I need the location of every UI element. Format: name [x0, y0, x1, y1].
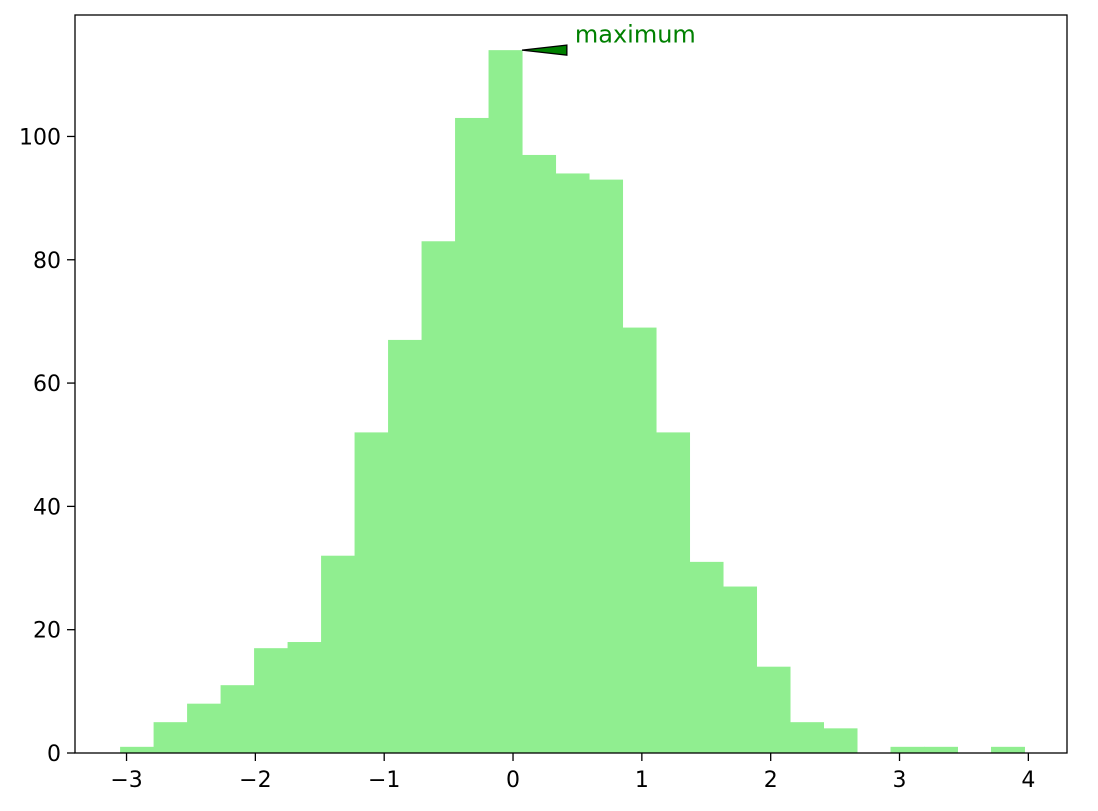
histogram-bar [120, 746, 155, 753]
histogram-bar [455, 117, 490, 753]
y-tick-label: 100 [19, 125, 61, 150]
x-tick-label: 2 [764, 768, 778, 793]
y-axis: 0 20 40 60 80 100 [19, 125, 75, 767]
histogram-bar [388, 339, 423, 753]
histogram-bar [790, 722, 825, 753]
histogram-bar [321, 555, 356, 753]
histogram-bar [923, 746, 958, 753]
x-tick-label: 3 [893, 768, 907, 793]
bars-layer [120, 50, 1025, 754]
y-tick-label: 80 [33, 249, 61, 274]
histogram-bar [756, 666, 791, 753]
y-tick-label: 40 [33, 495, 61, 520]
histogram-bar [622, 327, 657, 753]
y-tick-label: 60 [33, 372, 61, 397]
x-tick-label: 4 [1021, 768, 1035, 793]
histogram-bar [723, 586, 758, 753]
annotation-label: maximum [575, 21, 696, 49]
x-axis: −3 −2 −1 0 1 2 3 4 [110, 753, 1035, 793]
x-tick-label: −2 [239, 768, 271, 793]
histogram-bar [354, 432, 389, 753]
histogram-bar [488, 50, 523, 753]
x-tick-label: −3 [110, 768, 142, 793]
histogram-bar [153, 722, 188, 753]
histogram-bar [421, 241, 456, 753]
histogram-bar [823, 728, 858, 753]
x-tick-label: 1 [635, 768, 649, 793]
histogram-bar [890, 746, 925, 753]
annotation: maximum [521, 21, 696, 56]
histogram-bar [555, 173, 590, 754]
histogram-bar [522, 154, 557, 753]
histogram-bar [990, 746, 1025, 753]
histogram-bar [220, 685, 255, 753]
x-tick-label: 0 [506, 768, 520, 793]
y-tick-label: 20 [33, 619, 61, 644]
histogram-bar [656, 432, 691, 753]
axes-frame [74, 14, 1068, 754]
y-tick-label: 0 [47, 742, 61, 767]
maximum-arrow [521, 44, 568, 56]
x-tick-label: −1 [368, 768, 400, 793]
histogram-bar [254, 648, 289, 753]
histogram-bar [287, 642, 322, 753]
histogram-bar [689, 561, 724, 753]
histogram-bar [187, 703, 222, 753]
histogram-bar [589, 179, 624, 753]
